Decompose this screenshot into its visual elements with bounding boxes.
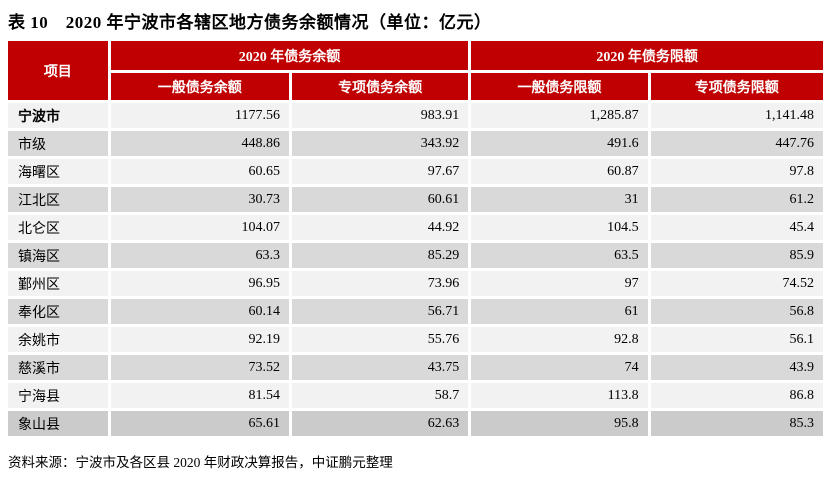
value-cell: 113.8 [471, 383, 648, 408]
value-cell: 97 [471, 271, 648, 296]
value-cell: 97.67 [291, 159, 469, 184]
debt-table: 项目 2020 年债务余额 2020 年债务限额 一般债务余额 专项债务余额 一… [5, 38, 826, 439]
value-cell: 104.07 [110, 215, 289, 240]
value-cell: 1,285.87 [471, 103, 648, 128]
value-cell: 60.14 [110, 299, 289, 324]
value-cell: 60.87 [471, 159, 648, 184]
row-name-cell: 宁海县 [8, 383, 108, 408]
source-note: 资料来源：宁波市及各区县 2020 年财政决算报告，中证鹏元整理 [8, 455, 393, 470]
table-row: 镇海区 63.3 85.29 63.5 85.9 [8, 243, 823, 268]
value-cell: 56.8 [650, 299, 823, 324]
row-name-cell: 象山县 [8, 411, 108, 436]
header-project-cell: 项目 [8, 41, 108, 100]
header-group-balance: 2020 年债务余额 [110, 41, 469, 70]
value-cell: 92.19 [110, 327, 289, 352]
value-cell: 73.52 [110, 355, 289, 380]
row-name-cell: 北仑区 [8, 215, 108, 240]
value-cell: 85.3 [650, 411, 823, 436]
value-cell: 56.71 [291, 299, 469, 324]
value-cell: 95.8 [471, 411, 648, 436]
value-cell: 983.91 [291, 103, 469, 128]
value-cell: 55.76 [291, 327, 469, 352]
table-row: 余姚市 92.19 55.76 92.8 56.1 [8, 327, 823, 352]
value-cell: 63.3 [110, 243, 289, 268]
value-cell: 31 [471, 187, 648, 212]
value-cell: 85.9 [650, 243, 823, 268]
value-cell: 58.7 [291, 383, 469, 408]
value-cell: 30.73 [110, 187, 289, 212]
row-name-cell: 奉化区 [8, 299, 108, 324]
value-cell: 45.4 [650, 215, 823, 240]
value-cell: 60.61 [291, 187, 469, 212]
value-cell: 65.61 [110, 411, 289, 436]
table-row: 海曙区 60.65 97.67 60.87 97.8 [8, 159, 823, 184]
value-cell: 86.8 [650, 383, 823, 408]
value-cell: 62.63 [291, 411, 469, 436]
table-row: 江北区 30.73 60.61 31 61.2 [8, 187, 823, 212]
value-cell: 44.92 [291, 215, 469, 240]
value-cell: 43.9 [650, 355, 823, 380]
table-row: 宁波市 1177.56 983.91 1,285.87 1,141.48 [8, 103, 823, 128]
table-title: 表 10 2020 年宁波市各辖区地方债务余额情况（单位：亿元） [8, 13, 492, 32]
value-cell: 92.8 [471, 327, 648, 352]
header-special-balance: 专项债务余额 [291, 73, 469, 100]
value-cell: 74 [471, 355, 648, 380]
header-special-limit: 专项债务限额 [650, 73, 823, 100]
value-cell: 56.1 [650, 327, 823, 352]
table-container: 项目 2020 年债务余额 2020 年债务限额 一般债务余额 专项债务余额 一… [5, 38, 826, 439]
value-cell: 60.65 [110, 159, 289, 184]
row-name-cell: 镇海区 [8, 243, 108, 268]
value-cell: 104.5 [471, 215, 648, 240]
row-name-cell: 鄞州区 [8, 271, 108, 296]
row-name-cell: 江北区 [8, 187, 108, 212]
row-name-cell: 市级 [8, 131, 108, 156]
value-cell: 74.52 [650, 271, 823, 296]
value-cell: 448.86 [110, 131, 289, 156]
header-group-row: 项目 2020 年债务余额 2020 年债务限额 [8, 41, 823, 100]
value-cell: 96.95 [110, 271, 289, 296]
value-cell: 73.96 [291, 271, 469, 296]
value-cell: 491.6 [471, 131, 648, 156]
header-general-limit: 一般债务限额 [471, 73, 648, 100]
value-cell: 447.76 [650, 131, 823, 156]
value-cell: 81.54 [110, 383, 289, 408]
header-general-balance: 一般债务余额 [110, 73, 289, 100]
value-cell: 1,141.48 [650, 103, 823, 128]
value-cell: 85.29 [291, 243, 469, 268]
table-row: 奉化区 60.14 56.71 61 56.8 [8, 299, 823, 324]
table-row: 北仑区 104.07 44.92 104.5 45.4 [8, 215, 823, 240]
value-cell: 1177.56 [110, 103, 289, 128]
table-body: 宁波市 1177.56 983.91 1,285.87 1,141.48 市级 448.86… [8, 103, 823, 436]
table-row: 象山县 65.61 62.63 95.8 85.3 [8, 411, 823, 436]
value-cell: 63.5 [471, 243, 648, 268]
table-row: 慈溪市 73.52 43.75 74 43.9 [8, 355, 823, 380]
row-name-cell: 余姚市 [8, 327, 108, 352]
row-name-cell: 宁波市 [8, 103, 108, 128]
table-row: 鄞州区 96.95 73.96 97 74.52 [8, 271, 823, 296]
value-cell: 343.92 [291, 131, 469, 156]
table-row: 宁海县 81.54 58.7 113.8 86.8 [8, 383, 823, 408]
table-row: 市级 448.86 343.92 491.6 447.76 [8, 131, 823, 156]
row-name-cell: 慈溪市 [8, 355, 108, 380]
value-cell: 61.2 [650, 187, 823, 212]
value-cell: 43.75 [291, 355, 469, 380]
row-name-cell: 海曙区 [8, 159, 108, 184]
value-cell: 97.8 [650, 159, 823, 184]
header-sub-row: 一般债务余额 专项债务余额 一般债务限额 专项债务限额 [8, 73, 823, 100]
value-cell: 61 [471, 299, 648, 324]
header-group-limit: 2020 年债务限额 [471, 41, 823, 70]
